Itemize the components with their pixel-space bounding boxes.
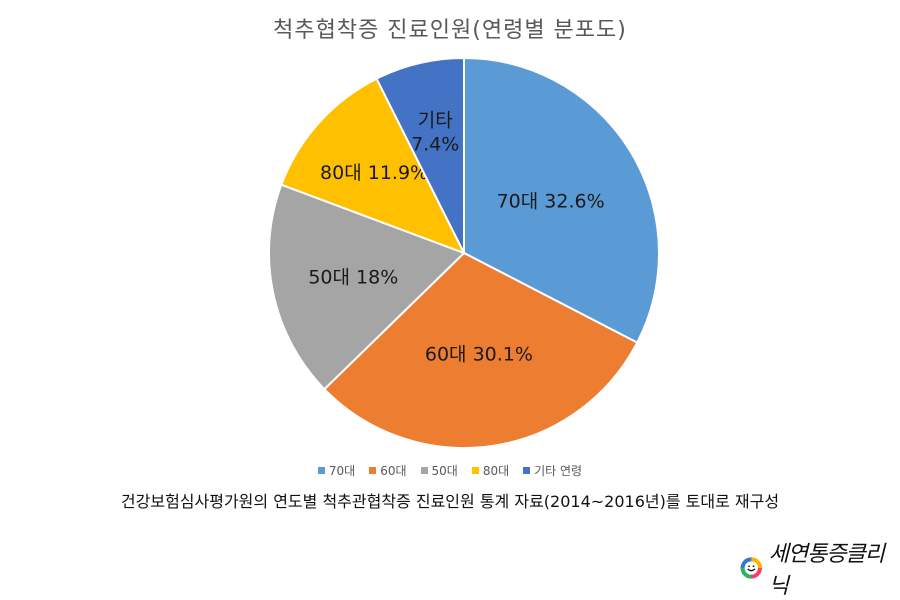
slice-label-60: 60대 30.1% xyxy=(425,343,533,365)
legend-label-70: 70대 xyxy=(328,464,356,478)
slice-label-70: 70대 32.6% xyxy=(497,190,605,212)
legend-swatch-60 xyxy=(369,467,377,474)
legend-swatch-50 xyxy=(420,467,428,474)
legend-label-80: 80대 xyxy=(482,464,510,478)
legend-item-80: 80대 xyxy=(471,462,510,479)
legend-item-etc: 기타 연령 xyxy=(523,462,582,479)
slice-label-etc: 기타 7.4% xyxy=(411,110,459,156)
pie-slice-etc xyxy=(375,56,465,254)
slice-label-80: 80대 11.9% xyxy=(320,162,428,184)
legend-item-50: 50대 xyxy=(420,462,458,479)
legend-label-etc: 기타 연령 xyxy=(534,464,583,478)
chart-legend: 70대 60대 50대 80대 기타 연령 xyxy=(0,462,900,479)
legend-swatch-80 xyxy=(471,467,479,474)
slice-label-50: 50대 18% xyxy=(308,266,398,288)
smile-logo-icon xyxy=(740,557,762,579)
pie-slice-70 xyxy=(463,56,660,344)
logo-text: 세연통증클리닉 xyxy=(768,542,885,599)
legend-item-70: 70대 xyxy=(317,462,356,479)
legend-item-60: 60대 xyxy=(369,462,407,479)
chart-caption: 건강보험심사평가원의 연도별 척추관협착증 진료인원 통계 자료(2014~20… xyxy=(120,492,780,511)
pie-slice-80 xyxy=(280,77,467,255)
chart-title: 척추협착증 진료인원(연령별 분포도) xyxy=(273,18,627,43)
pie-slice-60 xyxy=(322,251,639,449)
legend-swatch-70 xyxy=(317,467,325,474)
legend-label-60: 60대 xyxy=(380,464,407,478)
clinic-logo: 세연통증클리닉 xyxy=(738,542,888,599)
legend-label-50: 50대 xyxy=(431,464,458,478)
legend-swatch-etc xyxy=(523,467,531,474)
